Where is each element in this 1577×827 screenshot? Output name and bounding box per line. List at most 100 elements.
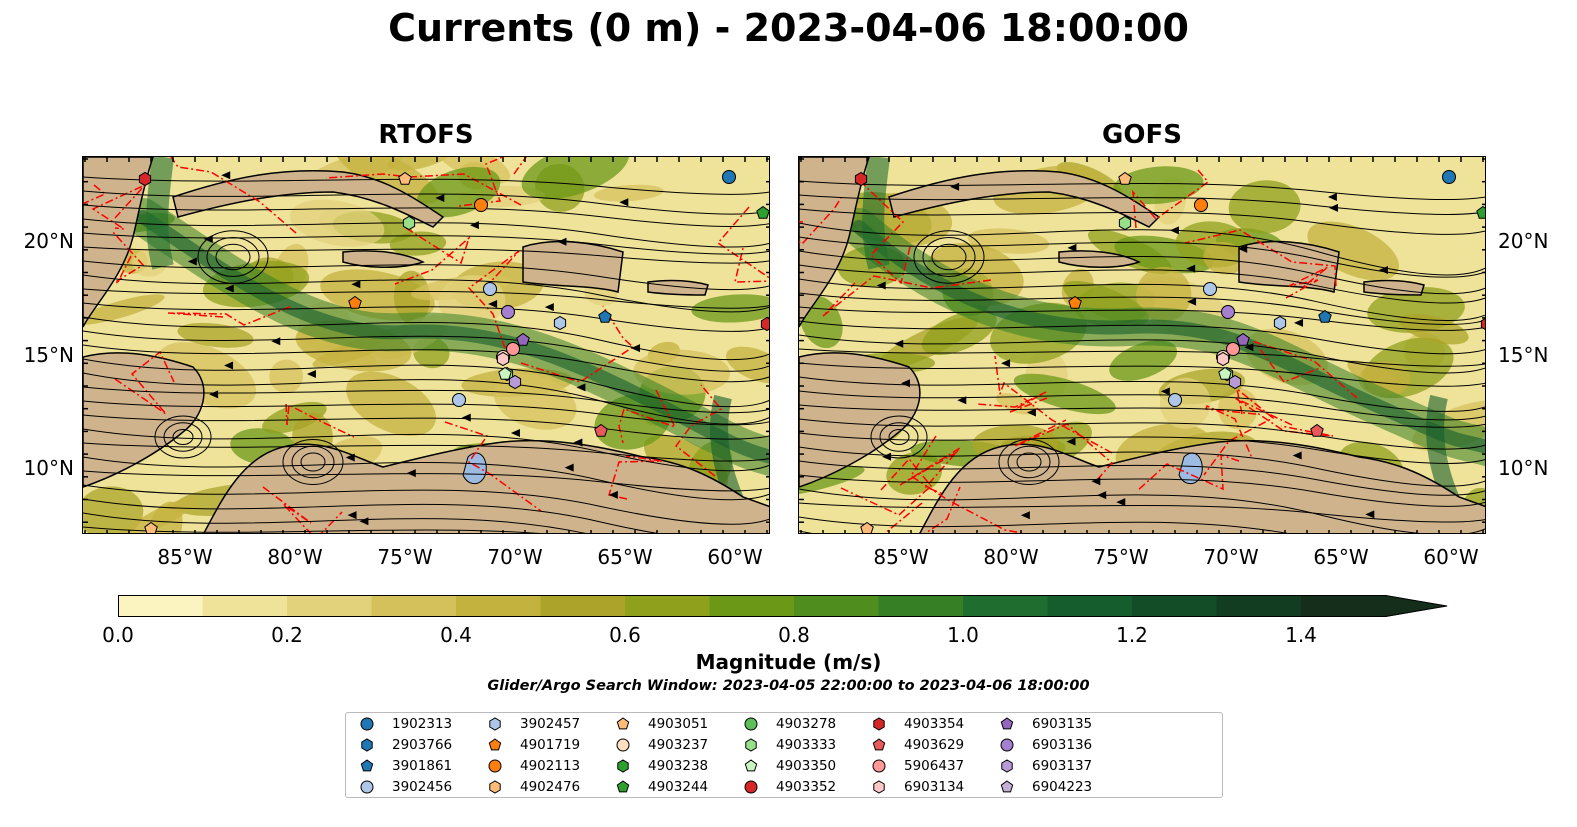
legend-label: 6904223 <box>1032 779 1093 795</box>
eddy-streamline <box>879 422 919 452</box>
streamline-arrow-icon <box>1020 511 1030 520</box>
legend-marker-pentagon <box>1000 717 1014 730</box>
legend-marker-icon <box>1000 717 1014 730</box>
legend-marker-icon <box>488 738 502 751</box>
float-markers <box>854 170 1485 533</box>
legend-label: 4903350 <box>776 758 837 774</box>
float-marker <box>756 205 769 219</box>
lon-label-65w: 65°W <box>597 545 653 569</box>
float-marker <box>452 393 466 407</box>
eddy-streamline <box>1007 445 1051 479</box>
colorbar-segment <box>963 595 1048 617</box>
legend-label: 4903278 <box>776 716 837 732</box>
legend-marker-icon <box>360 759 374 772</box>
eddy-streamline <box>300 452 326 472</box>
streamline-arrow-icon <box>469 221 479 230</box>
lat-label-10n-right: 10°N <box>1498 456 1549 480</box>
legend-marker-circle <box>744 780 758 794</box>
legend-marker-icon <box>489 780 501 794</box>
legend-marker-circle <box>616 738 630 752</box>
legend-label: 6903137 <box>1032 758 1093 774</box>
lon-label-60w: 60°W <box>707 545 763 569</box>
legend-marker-icon <box>872 738 886 751</box>
legend-label: 4903352 <box>776 779 837 795</box>
colorbar-segment <box>1216 595 1302 617</box>
legend-marker-circle <box>360 717 374 731</box>
streamline-arrow-icon <box>876 281 886 290</box>
lon-label-65w-gofs: 65°W <box>1313 545 1369 569</box>
float-marker <box>496 351 510 367</box>
streamline-arrow-icon <box>1328 203 1338 212</box>
legend-marker-icon <box>616 780 630 793</box>
colorbar-segment <box>287 595 372 617</box>
streamline-arrow-icon <box>488 300 498 309</box>
streamline-arrow-icon <box>619 198 629 207</box>
float-marker <box>760 316 769 332</box>
float-marker <box>516 332 530 346</box>
streamline-arrow-icon <box>544 303 554 312</box>
streamline-arrow-icon <box>1187 297 1197 306</box>
legend-marker-circle <box>872 759 886 773</box>
streamline-arrow-icon <box>564 463 574 472</box>
float-marker <box>598 309 612 323</box>
legend-label: 6903136 <box>1032 737 1093 753</box>
float-marker <box>498 366 512 380</box>
lat-label-20n-right: 20°N <box>1498 229 1549 253</box>
streamline-arrow-icon <box>435 194 445 203</box>
legend-marker-circle <box>488 759 502 773</box>
gofs-map-canvas <box>799 157 1485 533</box>
colorbar-outline <box>118 595 1448 617</box>
legend-marker-icon <box>616 738 630 752</box>
legend-label: 4902476 <box>520 779 581 795</box>
colorbar-segment <box>118 595 203 617</box>
legend-marker-hexagon <box>489 780 501 794</box>
frame-ticks <box>83 157 769 533</box>
legend-marker-pentagon <box>744 759 758 772</box>
legend-label: 6903135 <box>1032 716 1093 732</box>
legend-marker-pentagon <box>872 738 886 751</box>
streamline-arrow-icon <box>345 453 355 462</box>
float-markers <box>138 170 769 533</box>
eddy-streamline <box>282 439 344 485</box>
map-panel-rtofs <box>82 156 770 534</box>
legend-marker-icon <box>873 780 885 794</box>
colorbar-segment <box>1047 595 1133 617</box>
legend-marker-hexagon <box>1001 759 1013 773</box>
streamline-arrow-icon <box>1066 437 1076 446</box>
eddy-streamline <box>998 439 1060 485</box>
legend-marker-icon <box>361 738 373 752</box>
streamline-arrow-icon <box>1238 244 1248 253</box>
legend-label: 1902313 <box>392 716 453 732</box>
float-marker <box>1228 374 1242 390</box>
colorbar-label: Magnitude (m/s) <box>695 650 882 674</box>
streamline-arrow-icon <box>510 428 520 437</box>
legend-marker-hexagon <box>361 738 373 752</box>
streamline-arrow-icon <box>1294 318 1304 327</box>
float-legend: 1902313 2903766 3901861 3902456 3902457 49017… <box>345 712 1223 798</box>
float-marker <box>1480 318 1485 330</box>
legend-marker-icon <box>873 717 885 731</box>
legend-marker-circle <box>744 717 758 731</box>
legend-marker-icon <box>360 780 374 794</box>
colorbar-tick: 0.6 <box>609 623 641 647</box>
float-marker <box>1221 305 1235 319</box>
lon-label-75w: 75°W <box>377 545 433 569</box>
streamline-arrow-icon <box>209 390 219 399</box>
legend-marker-pentagon <box>1000 780 1014 793</box>
colorbar-tick: 0.4 <box>440 623 472 647</box>
streamline-arrow-icon <box>1186 264 1196 273</box>
eddy-streamline <box>922 237 976 277</box>
float-marker <box>138 171 152 187</box>
float-marker <box>501 305 515 319</box>
lon-label-60w-gofs: 60°W <box>1423 545 1479 569</box>
streamline-arrow-icon <box>271 337 281 346</box>
eddy-streamline <box>1016 452 1042 472</box>
lat-label-20n: 20°N <box>23 229 74 253</box>
lat-label-10n: 10°N <box>23 456 74 480</box>
legend-marker-pentagon <box>616 780 630 793</box>
lon-label-85w-gofs: 85°W <box>873 545 929 569</box>
eddy-streamline <box>197 230 269 284</box>
float-marker <box>1118 171 1132 185</box>
streamline-arrow-icon <box>224 361 234 370</box>
colorbar-segment <box>456 595 541 617</box>
